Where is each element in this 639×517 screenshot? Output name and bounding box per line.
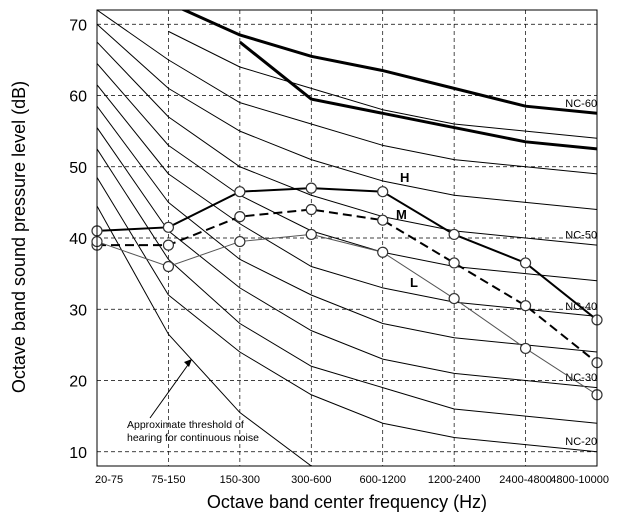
data-point-h bbox=[448, 228, 460, 241]
data-point-l bbox=[162, 260, 175, 273]
nc-curve-segment bbox=[97, 41, 169, 118]
x-tick-label: 75-150 bbox=[151, 474, 185, 486]
nc-curve-segment bbox=[97, 23, 169, 89]
data-point-l bbox=[234, 235, 246, 248]
nc-curve bbox=[168, 259, 597, 424]
y-tick-label: 20 bbox=[69, 374, 87, 391]
data-point-h bbox=[234, 186, 246, 198]
y-tick-label: 50 bbox=[69, 160, 87, 177]
threshold-annotation-line-1: Approximate threshold of bbox=[127, 419, 244, 431]
nc-curve-segment bbox=[97, 63, 169, 146]
data-point-m bbox=[234, 211, 246, 223]
data-point-h bbox=[377, 186, 389, 198]
nc-curve-segment bbox=[97, 105, 169, 203]
data-point-m bbox=[162, 239, 175, 251]
data-point-m bbox=[377, 214, 389, 226]
x-tick-label: 20-75 bbox=[95, 474, 123, 486]
series-line-m bbox=[97, 208, 598, 364]
data-series bbox=[91, 182, 603, 401]
nc-curve bbox=[168, 30, 597, 139]
plot-frame bbox=[96, 9, 598, 467]
y-axis-title: Octave band sound pressure level (dB) bbox=[9, 81, 29, 393]
nc-curve-segment bbox=[97, 84, 169, 175]
nc-curve-segment bbox=[97, 127, 169, 232]
data-point-l bbox=[519, 342, 532, 355]
nc-curve bbox=[168, 87, 597, 210]
y-tick-label: 40 bbox=[69, 231, 87, 248]
nc-curve bbox=[168, 294, 597, 453]
nc-curve bbox=[168, 333, 312, 466]
threshold-annotation-arrow bbox=[149, 361, 191, 419]
y-tick-label: 30 bbox=[69, 302, 87, 319]
y-tick-label: 10 bbox=[69, 445, 87, 462]
threshold-annotation-arrowhead bbox=[184, 359, 192, 367]
x-tick-label: 150-300 bbox=[220, 474, 260, 486]
series-label-h: H bbox=[400, 170, 409, 185]
data-point-m bbox=[448, 257, 460, 269]
nc-curve bbox=[180, 10, 597, 115]
nc-curve-bold bbox=[238, 40, 597, 151]
nc-curve bbox=[168, 230, 597, 389]
nc-curve-segment bbox=[97, 148, 169, 260]
data-point-l bbox=[377, 246, 389, 258]
x-tick-label: 4800-10000 bbox=[550, 474, 609, 486]
series-label-l: L bbox=[410, 275, 418, 290]
nc-curve-segment bbox=[97, 205, 169, 335]
threshold-annotation-line-2: hearing for continuous noise bbox=[127, 432, 259, 444]
nc-curve-segment bbox=[97, 10, 169, 61]
data-point-m bbox=[519, 300, 532, 312]
nc-curve-label: NC-50 bbox=[565, 230, 597, 242]
nc-curve-segment bbox=[97, 177, 169, 296]
series-label-m: M bbox=[396, 207, 407, 222]
x-axis-title: Octave band center frequency (Hz) bbox=[207, 492, 487, 512]
tick-labels: 10 20 30 40 50 60 70 20-75 75-150 150-300 300-600 6… bbox=[69, 17, 609, 486]
nc-curve-label: NC-30 bbox=[565, 372, 597, 384]
nc-curve bbox=[168, 59, 597, 175]
series-line-l bbox=[96, 233, 598, 396]
data-point-h bbox=[519, 257, 532, 269]
data-point-h bbox=[162, 221, 175, 233]
y-tick-label: 70 bbox=[69, 17, 87, 34]
x-tick-label: 300-600 bbox=[291, 474, 331, 486]
x-tick-label: 2400-4800 bbox=[499, 474, 552, 486]
x-tick-label: 1200-2400 bbox=[428, 474, 481, 486]
data-point-l bbox=[305, 228, 317, 241]
nc-curve-label: NC-60 bbox=[565, 98, 597, 110]
nc-curve-label: NC-20 bbox=[565, 436, 597, 448]
data-point-h bbox=[305, 182, 317, 194]
x-tick-label: 600-1200 bbox=[359, 474, 406, 486]
series-line-h bbox=[96, 187, 598, 321]
data-point-m bbox=[305, 203, 317, 216]
y-tick-label: 60 bbox=[69, 89, 87, 106]
data-point-l bbox=[448, 292, 460, 305]
